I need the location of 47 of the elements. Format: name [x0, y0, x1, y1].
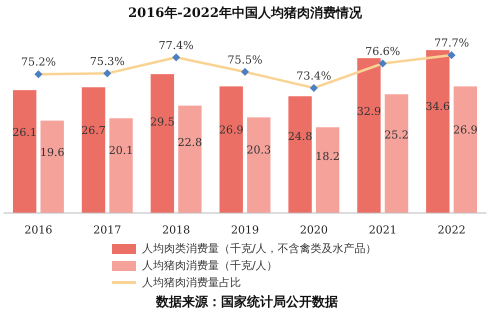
data-label: 26.1 — [12, 126, 37, 139]
x-tick-label: 2019 — [231, 223, 259, 236]
data-label: 22.8 — [178, 136, 202, 149]
bar — [384, 94, 408, 213]
data-label: 19.6 — [40, 146, 64, 159]
data-label: 77.7% — [434, 36, 470, 50]
data-label: 20.1 — [108, 144, 134, 158]
legend-label: 人均猪肉消费量占比 — [142, 275, 241, 290]
data-label: 75.3% — [90, 54, 125, 68]
bar — [178, 106, 202, 213]
x-tick-label: 2022 — [438, 223, 466, 236]
data-label: 20.3 — [246, 144, 272, 157]
data-label: 26.9 — [453, 123, 478, 136]
data-label: 75.5% — [228, 53, 262, 66]
legend-label: 人均猪肉消费量（千克/人） — [142, 258, 278, 273]
chart-title: 2016年-2022年中国人均猪肉消费情况 — [128, 6, 363, 22]
bar — [82, 87, 106, 213]
data-label: 26.9 — [218, 123, 244, 136]
data-label: 73.4% — [296, 69, 332, 82]
legend-label: 人均肉类消费量（千克/人，不含禽类及水产品） — [142, 241, 377, 256]
bar — [109, 118, 133, 213]
bar — [12, 90, 36, 213]
data-label: 18.2 — [315, 150, 340, 164]
source-note: 数据来源：国家统计局公开数据 — [154, 294, 339, 311]
data-label: 24.8 — [288, 130, 312, 143]
x-tick-label: 2020 — [300, 223, 328, 236]
x-tick-label: 2016 — [24, 223, 52, 236]
data-label: 32.9 — [356, 105, 382, 118]
bar — [220, 86, 243, 213]
data-label: 76.6% — [365, 44, 400, 58]
x-tick-label: 2017 — [93, 223, 122, 236]
data-label: 75.2% — [20, 56, 56, 69]
bar — [357, 58, 381, 213]
data-label: 77.4% — [158, 38, 194, 52]
bar — [316, 127, 340, 213]
data-label: 29.5 — [150, 115, 175, 128]
bar — [454, 86, 478, 213]
bar — [426, 50, 450, 213]
x-tick-label: 2018 — [162, 223, 190, 236]
data-label: 26.7 — [81, 124, 106, 138]
bar — [40, 120, 64, 213]
x-tick-label: 2021 — [368, 223, 397, 236]
data-label: 25.2 — [384, 128, 409, 142]
bar — [150, 74, 174, 213]
bar — [247, 117, 270, 213]
bar — [288, 96, 312, 213]
data-label: 34.6 — [426, 100, 450, 113]
